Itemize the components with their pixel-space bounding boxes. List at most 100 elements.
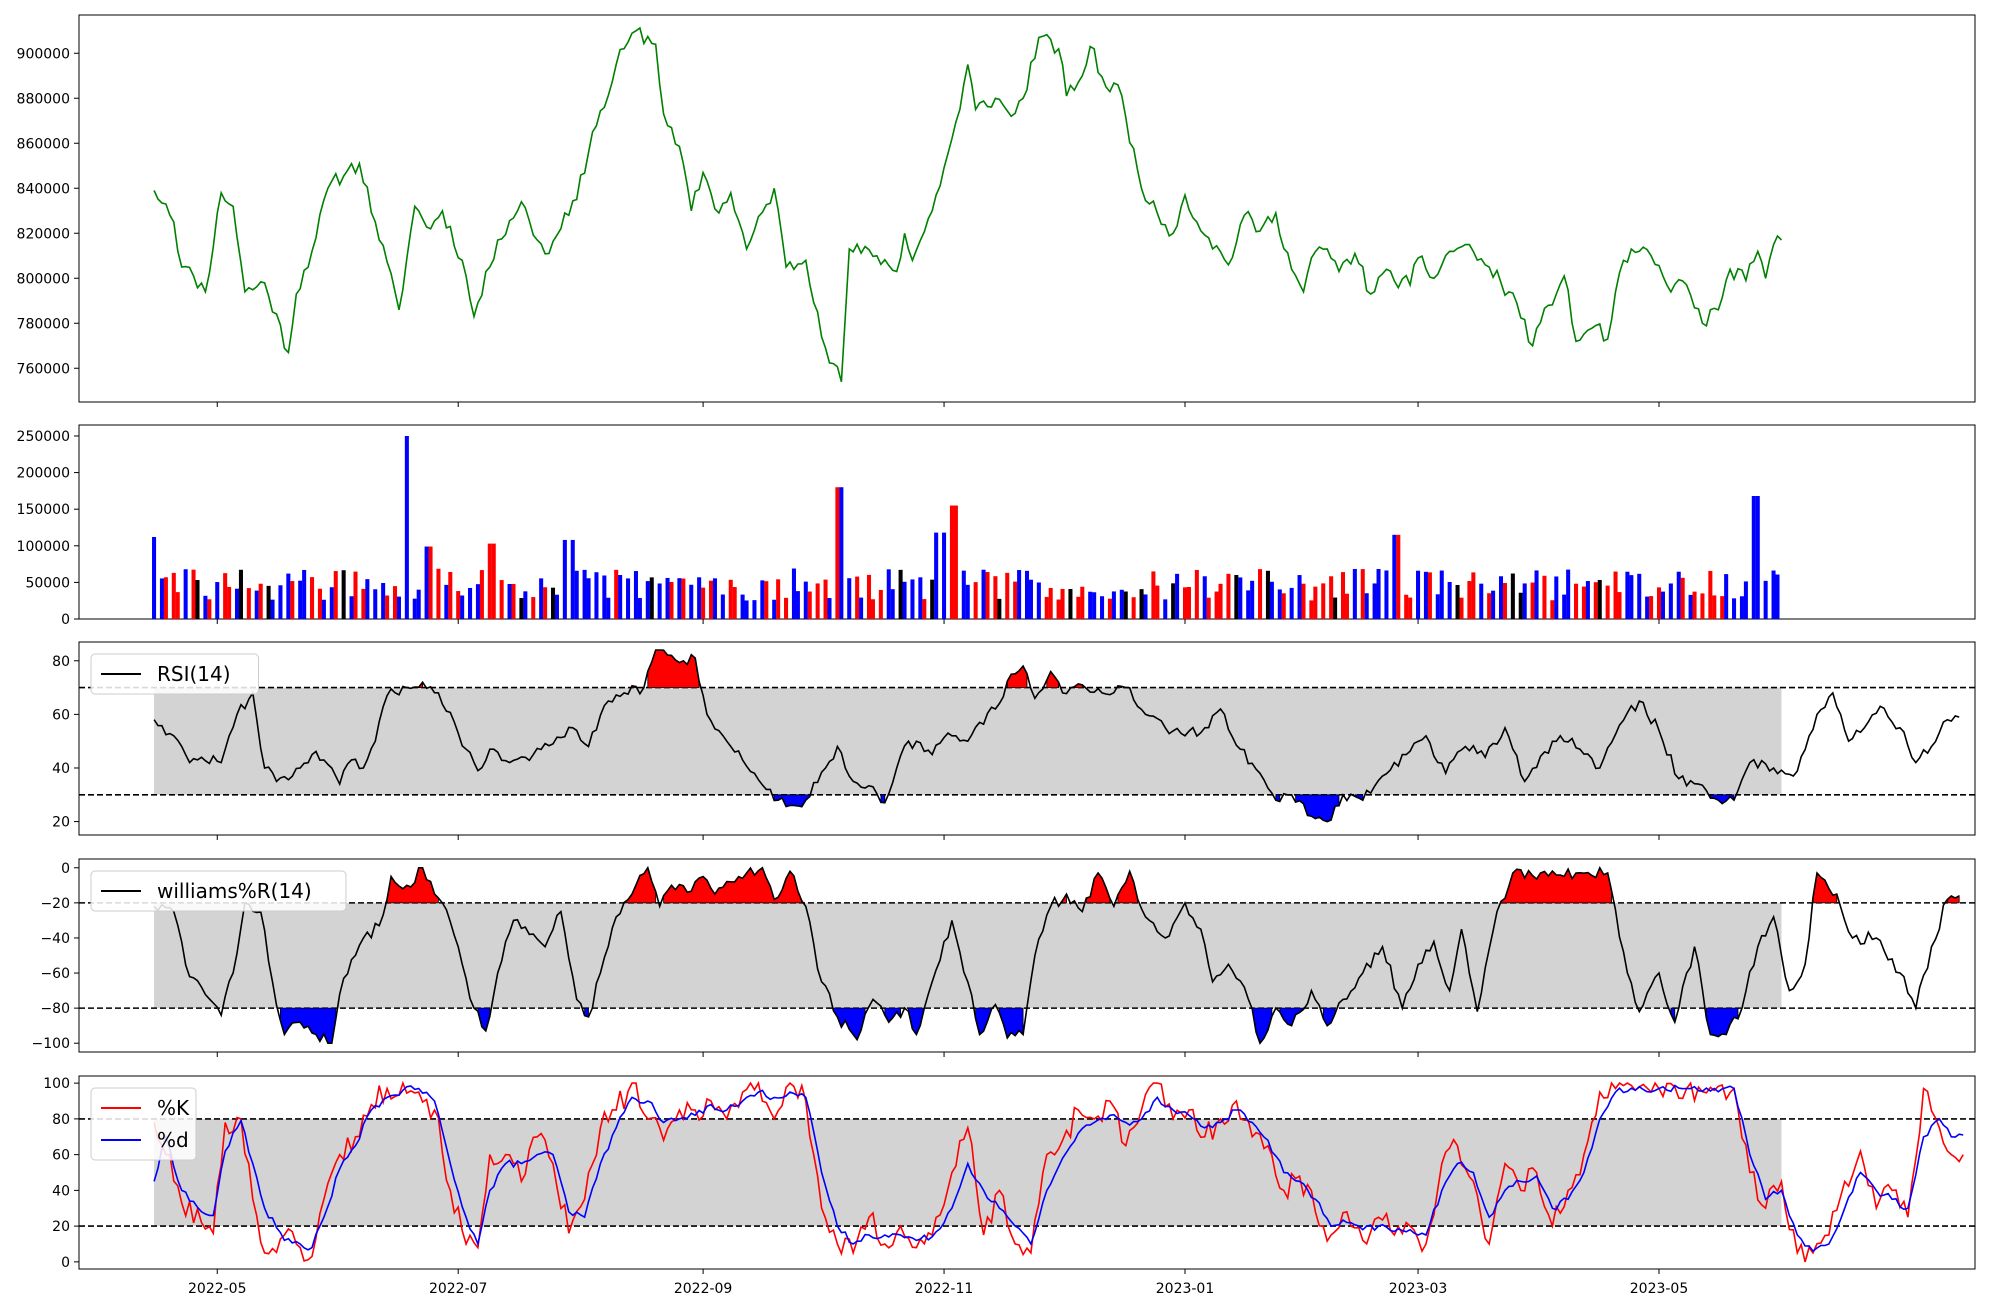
- volume-bar: [1467, 581, 1472, 619]
- volume-bar: [278, 585, 283, 619]
- volume-bar: [1246, 590, 1251, 619]
- williams-ytick-label: −100: [32, 1036, 70, 1052]
- volume-bar: [614, 569, 619, 619]
- rsi-ytick-label: 80: [52, 654, 70, 670]
- volume-bar: [1056, 599, 1061, 619]
- williams-axes-frame: [78, 858, 1976, 1053]
- volume-bar: [385, 595, 390, 619]
- rsi-legend-label: RSI(14): [157, 662, 231, 686]
- volume-bar: [1439, 570, 1444, 619]
- volume-bar: [870, 599, 875, 619]
- stoch-ytick-label: 100: [43, 1076, 70, 1092]
- volume-bar: [855, 576, 860, 619]
- volume-bar: [1250, 580, 1255, 619]
- volume-bar: [827, 598, 832, 619]
- volume-bar: [839, 487, 844, 619]
- volume-bar: [183, 569, 188, 619]
- volume-bar: [412, 598, 417, 619]
- volume-bar: [803, 581, 808, 619]
- volume-bar: [1739, 596, 1744, 619]
- volume-bar: [1645, 596, 1650, 619]
- volume-bar: [1234, 575, 1239, 619]
- williams-ytick-label: −80: [40, 1001, 70, 1017]
- volume-bar: [507, 583, 512, 619]
- volume-bar: [1649, 596, 1654, 619]
- volume-bar: [764, 581, 769, 619]
- stoch-k-line: [153, 1080, 1964, 1263]
- williams-legend-label: williams%R(14): [157, 879, 312, 903]
- volume-bar: [677, 578, 682, 619]
- stoch-d-line: [153, 1084, 1964, 1253]
- williams-oversold-fill: [1279, 1007, 1304, 1027]
- volume-bar: [1459, 597, 1464, 619]
- williams-neutral-band: [154, 902, 1782, 1009]
- volume-bar: [392, 586, 398, 619]
- volume-bar: [681, 578, 686, 619]
- rsi-line: [153, 649, 1960, 823]
- volume-bar: [965, 584, 970, 619]
- volume-bar: [1656, 587, 1662, 619]
- volume-bar: [1775, 574, 1780, 619]
- volume-bar: [1491, 590, 1496, 619]
- volume-bar: [203, 595, 208, 619]
- volume-bar: [1392, 534, 1397, 619]
- volume-bar: [1258, 569, 1263, 619]
- volume-bar: [1289, 587, 1294, 619]
- volume-bar: [1333, 597, 1338, 619]
- volume-bar: [665, 577, 670, 619]
- volume-bar: [1088, 591, 1093, 619]
- xtick-label: 2023-05: [1630, 1281, 1689, 1297]
- volume-bar: [1593, 582, 1598, 619]
- volume-bar: [1743, 581, 1748, 619]
- volume-bar: [175, 592, 180, 619]
- williams-overbought-fill: [663, 867, 803, 904]
- volume-bar: [1360, 569, 1365, 619]
- volume-bar: [618, 575, 623, 619]
- volume-bar: [373, 589, 378, 619]
- volume-bar: [448, 571, 453, 619]
- volume-bar: [1364, 593, 1369, 619]
- volume-bar: [1218, 583, 1223, 619]
- volume-bar: [1554, 576, 1559, 619]
- volume-bar: [1396, 534, 1401, 619]
- volume-bar: [554, 594, 559, 619]
- volume-ytick-label: 150000: [17, 502, 70, 518]
- volume-bar: [1202, 576, 1207, 619]
- volume-bar: [1447, 581, 1452, 619]
- volume-bar: [1542, 575, 1547, 619]
- volume-bar: [396, 596, 401, 619]
- stoch-ytick-label: 80: [52, 1112, 70, 1128]
- volume-bar: [310, 577, 315, 619]
- williams-ytick-label: −60: [40, 966, 70, 982]
- williams-oversold-fill: [1706, 1007, 1739, 1038]
- volume-bar: [1625, 571, 1630, 619]
- volume-bar: [1763, 580, 1768, 619]
- volume-bar: [550, 587, 556, 619]
- volume-bar: [1119, 589, 1124, 619]
- volume-bar: [286, 573, 291, 619]
- volume-bar: [381, 583, 386, 619]
- volume-bar: [1613, 571, 1618, 619]
- volume-bar: [859, 597, 864, 619]
- volume-bar: [1068, 588, 1073, 619]
- volume-bar: [562, 539, 567, 619]
- stoch-legend-box: [90, 1087, 197, 1161]
- volume-bar: [847, 578, 852, 619]
- volume-bar: [898, 569, 903, 619]
- volume-bar: [1755, 496, 1760, 619]
- rsi-oversold-fill: [880, 794, 886, 804]
- volume-bar: [1277, 589, 1282, 619]
- volume-bar: [491, 543, 496, 619]
- volume-bar: [1344, 593, 1349, 619]
- volume-bar: [791, 568, 796, 619]
- williams-r-panel: −100 −80 −60 −40 −20 0 williams%R(14): [32, 858, 1976, 1053]
- volume-bar: [1518, 592, 1523, 619]
- volume-bar: [258, 583, 263, 619]
- stoch-legend-label: %K: [157, 1096, 190, 1120]
- volume-bar: [760, 580, 765, 619]
- xtick-label: 2022-07: [429, 1281, 488, 1297]
- volume-bar: [1281, 593, 1286, 619]
- volume-bar: [1423, 571, 1428, 619]
- volume-bar: [1024, 570, 1030, 619]
- volume-bar: [1720, 596, 1725, 619]
